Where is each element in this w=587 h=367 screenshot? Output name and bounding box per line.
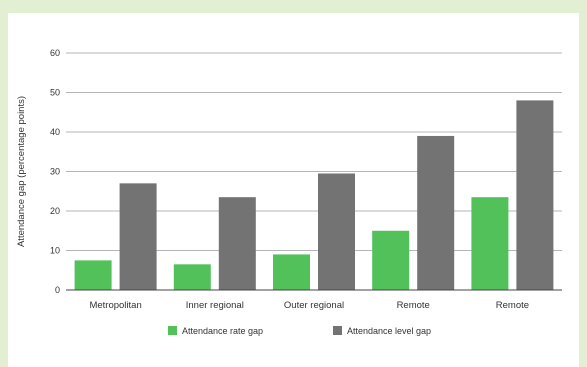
x-tick-label: Outer regional [284, 300, 344, 311]
bar-rate-gap [173, 264, 211, 290]
x-tick-labels: Metropolitan Inner regional Outer regional… [89, 300, 529, 311]
y-tick-label: 50 [50, 88, 60, 98]
bar-level-gap [516, 100, 554, 291]
y-tick-label: 10 [50, 246, 60, 256]
legend-swatch [168, 326, 177, 335]
y-axis-label: Attendance gap (percentage points) [16, 96, 27, 247]
y-tick-label: 40 [50, 127, 60, 137]
legend-swatch [333, 326, 342, 335]
bar-rate-gap [471, 197, 509, 290]
bar-level-gap [318, 173, 355, 290]
y-tick-label: 30 [50, 167, 60, 177]
bar-rate-gap [372, 230, 410, 290]
x-tick-label: Metropolitan [89, 300, 141, 311]
y-tick-label: 60 [50, 48, 60, 58]
legend: Attendance rate gap Attendance level gap [168, 326, 431, 336]
bar-level-gap [417, 135, 455, 290]
y-tick-labels: 0 10 20 30 40 50 60 [50, 48, 60, 295]
bar-level-gap [119, 183, 157, 290]
bar-rate-gap [74, 260, 112, 290]
y-tick-label: 20 [50, 206, 60, 216]
x-tick-label: Remote [397, 300, 430, 311]
legend-label: Attendance rate gap [182, 326, 263, 336]
x-tick-label: Inner regional [186, 300, 244, 311]
legend-label: Attendance level gap [347, 326, 431, 336]
bar-level-gap [218, 197, 256, 290]
chart-panel [8, 13, 579, 367]
bar-rate-gap [273, 254, 310, 290]
bars [74, 100, 554, 291]
x-tick-label: Remote [496, 300, 529, 311]
y-tick-label: 0 [55, 285, 60, 295]
